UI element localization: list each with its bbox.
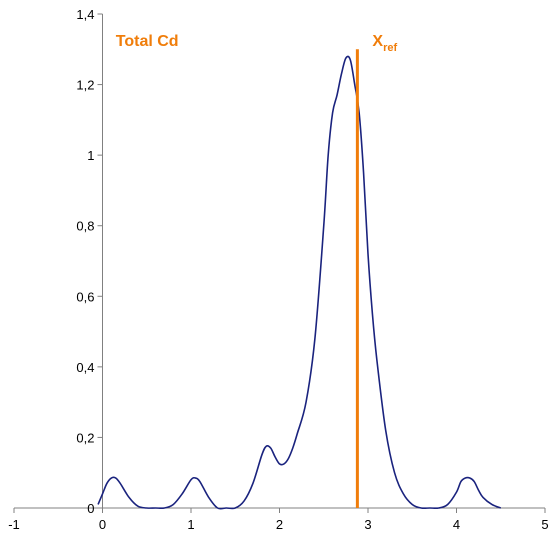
x-tick-label: 1 — [187, 517, 194, 532]
annotation-text: Total Cd — [116, 33, 179, 50]
y-tick-label: 0,6 — [76, 289, 94, 304]
annotations: Total Cd Xref — [116, 33, 398, 54]
x-tick-label: -1 — [8, 517, 20, 532]
y-tick-label: 0,4 — [76, 360, 94, 375]
total-cd-label: Total Cd — [116, 33, 179, 50]
annotation-subscript: ref — [383, 42, 397, 54]
x-tick-label: 3 — [364, 517, 371, 532]
tick-labels: -1 0 1 2 3 4 5 0 0,2 0,4 0,6 0,8 1 1,2 1,4 — [8, 7, 548, 532]
y-tick-label: 1,4 — [76, 7, 94, 22]
plot-area — [97, 49, 502, 510]
y-tick-label: 0 — [87, 501, 94, 516]
x-tick-label: 0 — [99, 517, 106, 532]
y-tick-label: 1 — [87, 148, 94, 163]
y-tick-label: 0,2 — [76, 430, 94, 445]
x-tick-label: 5 — [541, 517, 548, 532]
x-tick-label: 2 — [276, 517, 283, 532]
y-tick-label: 1,2 — [76, 78, 94, 93]
x-tick-label: 4 — [453, 517, 460, 532]
series-line — [97, 55, 502, 510]
axes — [13, 13, 546, 513]
annotation-text: X — [372, 33, 383, 50]
y-tick-label: 0,8 — [76, 219, 94, 234]
xref-label: Xref — [372, 33, 397, 54]
